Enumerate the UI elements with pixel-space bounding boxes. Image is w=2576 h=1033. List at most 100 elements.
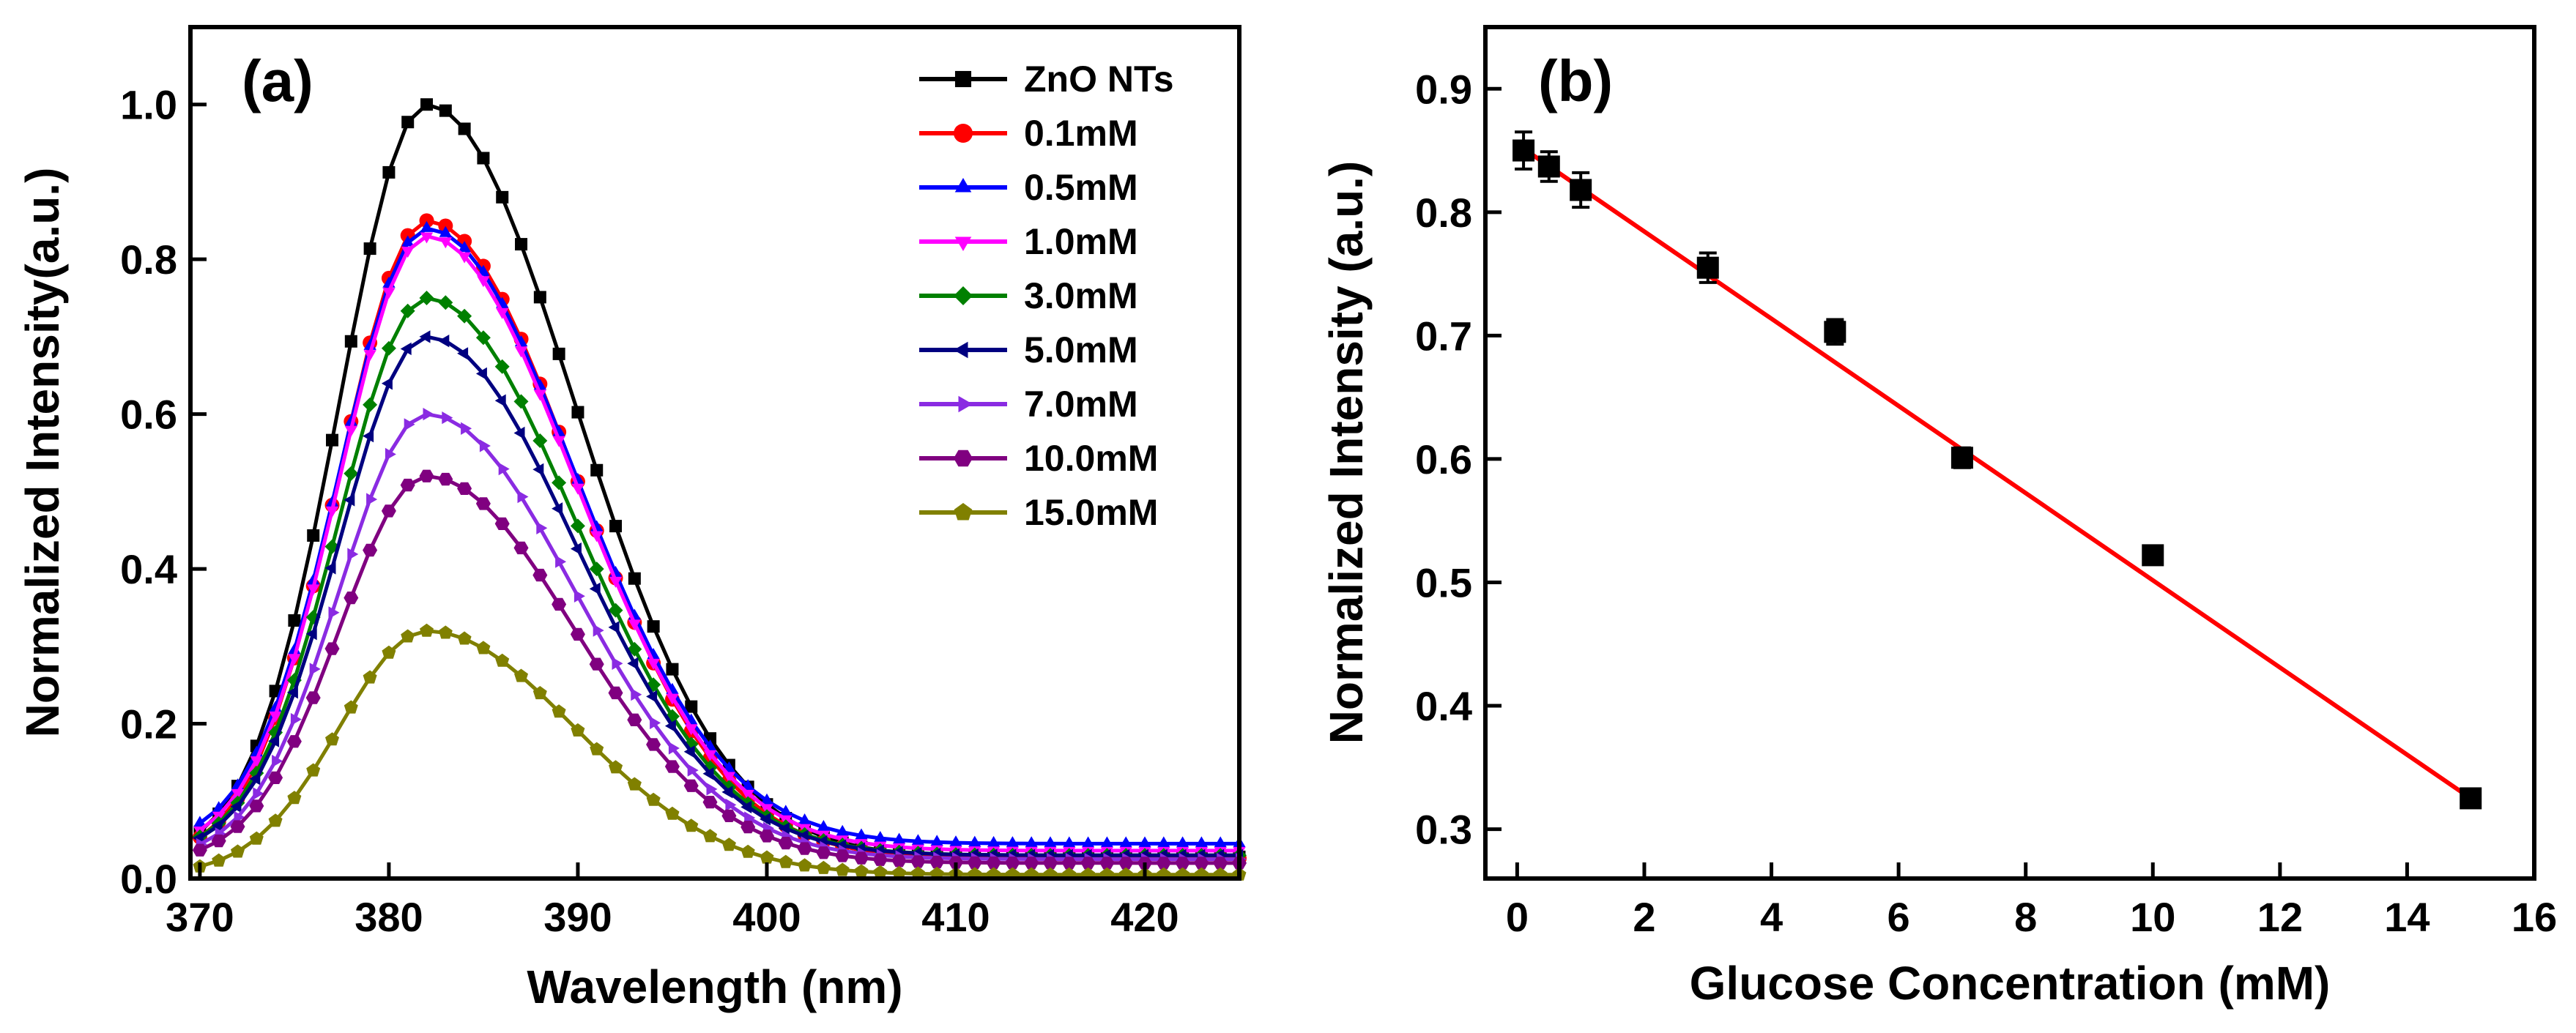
legend-marker xyxy=(954,236,972,251)
series-point xyxy=(458,252,471,264)
series-point xyxy=(363,350,376,362)
x-tick-label: 390 xyxy=(543,894,612,940)
series-point xyxy=(590,463,604,477)
series-point xyxy=(1213,857,1228,870)
series-point xyxy=(590,742,604,756)
series-point xyxy=(306,763,321,777)
series-point xyxy=(324,562,336,575)
series-point xyxy=(627,657,639,670)
series-point xyxy=(457,347,469,360)
x-tick-label: 370 xyxy=(166,894,234,940)
series-point xyxy=(438,335,450,348)
series-point xyxy=(533,389,546,401)
legend-label: 3.0mM xyxy=(1024,275,1138,316)
panel-b-ticks: 0 2 4 6 8 10 12 14 16 0.3 0.4 0.5 0.6 0.7 0.8 0.9 xyxy=(1415,66,2557,940)
legend-label: 0.1mM xyxy=(1024,113,1138,154)
series-point xyxy=(892,865,907,879)
legend-label: 7.0mM xyxy=(1024,384,1138,425)
panel-b-label: (b) xyxy=(1538,48,1613,113)
series-point xyxy=(590,531,604,542)
series-point xyxy=(305,627,317,641)
series-point xyxy=(703,750,717,761)
series-point xyxy=(589,582,601,595)
series-point xyxy=(798,813,812,824)
series-point xyxy=(419,291,434,305)
series-point xyxy=(439,104,452,117)
series-point xyxy=(1044,836,1057,848)
panel-a-plot-area xyxy=(192,98,1247,881)
series-point xyxy=(496,190,509,204)
series-point xyxy=(1194,857,1209,870)
series-point xyxy=(1025,836,1038,848)
panel-a: 370 380 390 400 410 420 0.0 0.2 0.4 0.6 0.8 1.0 (a)… xyxy=(16,25,1247,1013)
series-point xyxy=(513,394,529,409)
series-point xyxy=(382,645,396,659)
legend-marker xyxy=(954,503,973,521)
series-point xyxy=(476,641,491,655)
series-point xyxy=(627,713,642,726)
series-point xyxy=(419,469,434,482)
series-point xyxy=(836,824,849,836)
series-point xyxy=(212,853,226,867)
series-point xyxy=(930,835,943,846)
series-point xyxy=(1024,857,1039,870)
series-point xyxy=(986,856,1001,870)
series-point xyxy=(290,712,302,726)
series-point xyxy=(552,704,566,718)
series-point xyxy=(438,472,453,486)
legend-marker xyxy=(954,70,972,88)
series-point xyxy=(892,832,906,844)
series-point xyxy=(326,433,339,447)
series-point xyxy=(646,792,661,806)
series-point xyxy=(760,793,773,805)
series-point xyxy=(344,592,359,605)
series-point xyxy=(517,490,529,504)
series-point xyxy=(702,767,714,780)
y-tick-label: 0.0 xyxy=(120,856,177,902)
series-point xyxy=(192,843,207,857)
series-point xyxy=(722,772,735,783)
series-point xyxy=(363,242,376,256)
series-point xyxy=(495,653,510,667)
y-tick-label: 1.0 xyxy=(120,82,177,128)
series-point xyxy=(741,789,754,801)
series-point xyxy=(552,436,565,447)
series-point xyxy=(570,518,585,534)
series-point xyxy=(250,756,263,768)
series-point xyxy=(609,760,623,774)
series-point xyxy=(288,614,301,627)
series-point xyxy=(400,303,415,318)
series-point xyxy=(911,834,924,846)
series-point xyxy=(854,851,869,865)
series-point xyxy=(400,478,415,492)
series-point xyxy=(269,711,282,723)
series-point xyxy=(1043,857,1058,870)
series-point xyxy=(494,517,510,530)
series-point xyxy=(309,663,321,676)
series-point xyxy=(438,625,453,639)
series-point xyxy=(687,764,699,777)
series-point xyxy=(344,493,355,507)
data-point xyxy=(1512,139,1535,162)
series-point xyxy=(438,218,453,234)
series-point xyxy=(798,858,812,872)
series-point xyxy=(891,854,907,868)
series-point xyxy=(419,330,431,343)
series-point xyxy=(477,276,490,288)
series-point xyxy=(381,504,396,518)
series-point xyxy=(627,777,642,791)
series-point xyxy=(608,603,623,618)
series-point xyxy=(1138,836,1151,848)
legend-label: 0.5mM xyxy=(1024,167,1138,208)
series-point xyxy=(703,829,718,843)
series-point xyxy=(874,831,887,842)
y-tick-label: 0.6 xyxy=(120,392,177,438)
series-point xyxy=(1118,857,1134,870)
series-point xyxy=(401,235,415,247)
series-point xyxy=(1063,836,1076,848)
x-tick-label: 12 xyxy=(2257,894,2303,940)
series-point xyxy=(683,779,699,792)
series-point xyxy=(1119,836,1132,848)
series-point xyxy=(532,686,547,700)
series-point xyxy=(401,629,415,643)
